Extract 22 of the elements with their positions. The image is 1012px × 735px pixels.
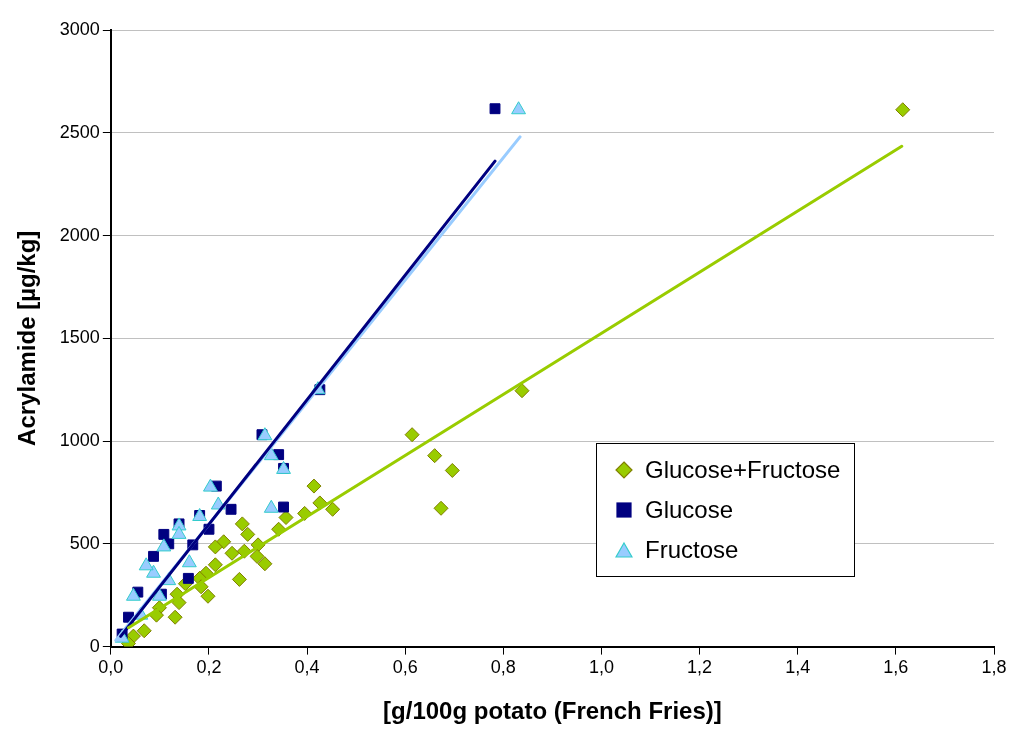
- x-tick-label: 0,8: [490, 657, 516, 678]
- x-tick-label: 1,6: [883, 657, 909, 678]
- y-tick-label: 0: [89, 635, 100, 656]
- y-tick-label: 2000: [59, 224, 100, 245]
- legend-label: Glucose+Fructose: [645, 456, 841, 484]
- x-tick-label: 0,4: [294, 657, 320, 678]
- legend-label: Fructose: [645, 536, 739, 564]
- y-tick-label: 500: [69, 532, 100, 553]
- x-axis-title: [g/100g potato (French Fries)]: [383, 697, 722, 725]
- x-tick-label: 0,2: [196, 657, 222, 678]
- x-tick-label: 0,6: [392, 657, 418, 678]
- y-tick-label: 2500: [59, 121, 100, 142]
- y-tick-label: 1000: [59, 430, 100, 451]
- legend-label: Glucose: [645, 496, 734, 524]
- x-tick-label: 1,2: [687, 657, 713, 678]
- x-tick-label: 1,8: [981, 657, 1007, 678]
- x-tick-label: 0,0: [98, 657, 124, 678]
- y-tick-label: 1500: [59, 327, 100, 348]
- x-tick-label: 1,0: [588, 657, 614, 678]
- y-tick-label: 3000: [59, 18, 100, 39]
- y-axis-title: Acrylamide [µg/kg]: [13, 230, 41, 446]
- x-tick-label: 1,4: [785, 657, 811, 678]
